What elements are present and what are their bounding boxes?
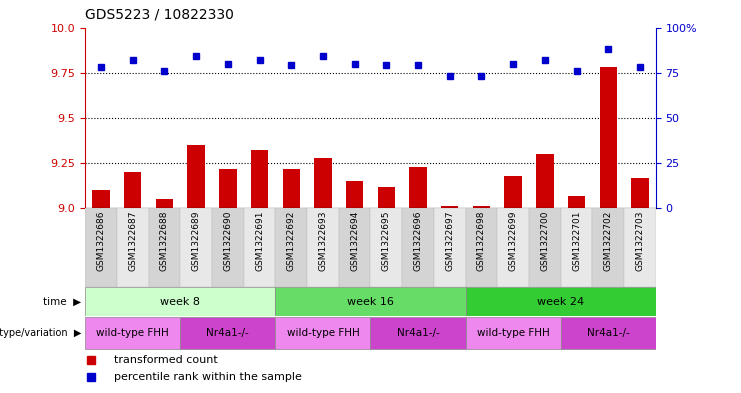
Text: GSM1322689: GSM1322689 bbox=[192, 211, 201, 271]
Bar bbox=[409, 167, 427, 208]
Text: wild-type FHH: wild-type FHH bbox=[96, 328, 169, 338]
Bar bbox=[592, 208, 624, 287]
Text: GSM1322697: GSM1322697 bbox=[445, 211, 454, 271]
Text: GSM1322692: GSM1322692 bbox=[287, 211, 296, 271]
Bar bbox=[505, 176, 522, 208]
Text: Nr4a1-/-: Nr4a1-/- bbox=[396, 328, 439, 338]
Bar bbox=[149, 208, 180, 287]
Bar bbox=[276, 208, 307, 287]
Bar bbox=[441, 206, 459, 208]
Bar bbox=[156, 199, 173, 208]
Text: genotype/variation  ▶: genotype/variation ▶ bbox=[0, 328, 82, 338]
Bar bbox=[599, 67, 617, 208]
Text: GSM1322693: GSM1322693 bbox=[319, 211, 328, 271]
Text: GSM1322696: GSM1322696 bbox=[413, 211, 422, 271]
Text: week 16: week 16 bbox=[347, 297, 394, 307]
Bar bbox=[187, 145, 205, 208]
Bar bbox=[276, 317, 370, 349]
Bar bbox=[529, 208, 561, 287]
Bar bbox=[561, 208, 592, 287]
Text: percentile rank within the sample: percentile rank within the sample bbox=[114, 372, 302, 382]
Bar bbox=[465, 287, 656, 316]
Text: GSM1322690: GSM1322690 bbox=[223, 211, 233, 271]
Bar bbox=[244, 208, 276, 287]
Bar bbox=[473, 206, 490, 208]
Text: GSM1322695: GSM1322695 bbox=[382, 211, 391, 271]
Text: GSM1322698: GSM1322698 bbox=[477, 211, 486, 271]
Bar bbox=[370, 208, 402, 287]
Bar bbox=[631, 178, 648, 208]
Bar bbox=[85, 208, 117, 287]
Bar bbox=[85, 287, 276, 316]
Text: GSM1322691: GSM1322691 bbox=[255, 211, 264, 271]
Text: GSM1322686: GSM1322686 bbox=[96, 211, 105, 271]
Text: GSM1322702: GSM1322702 bbox=[604, 211, 613, 271]
Text: GSM1322688: GSM1322688 bbox=[160, 211, 169, 271]
Bar bbox=[307, 208, 339, 287]
Bar bbox=[85, 317, 180, 349]
Bar bbox=[536, 154, 554, 208]
Text: GSM1322701: GSM1322701 bbox=[572, 211, 581, 271]
Text: transformed count: transformed count bbox=[114, 354, 218, 365]
Bar bbox=[465, 317, 561, 349]
Bar bbox=[497, 208, 529, 287]
Text: wild-type FHH: wild-type FHH bbox=[476, 328, 550, 338]
Bar bbox=[282, 169, 300, 208]
Text: GSM1322694: GSM1322694 bbox=[350, 211, 359, 271]
Bar bbox=[180, 208, 212, 287]
Bar bbox=[346, 181, 363, 208]
Text: GSM1322687: GSM1322687 bbox=[128, 211, 137, 271]
Text: Nr4a1-/-: Nr4a1-/- bbox=[207, 328, 249, 338]
Text: GSM1322699: GSM1322699 bbox=[508, 211, 518, 271]
Bar bbox=[276, 287, 465, 316]
Bar bbox=[93, 190, 110, 208]
Text: GSM1322700: GSM1322700 bbox=[540, 211, 549, 271]
Text: week 24: week 24 bbox=[537, 297, 584, 307]
Bar bbox=[180, 317, 276, 349]
Text: week 8: week 8 bbox=[160, 297, 200, 307]
Bar bbox=[370, 317, 465, 349]
Bar bbox=[314, 158, 332, 208]
Text: Nr4a1-/-: Nr4a1-/- bbox=[587, 328, 630, 338]
Text: GDS5223 / 10822330: GDS5223 / 10822330 bbox=[85, 7, 234, 21]
Bar bbox=[465, 208, 497, 287]
Text: time  ▶: time ▶ bbox=[44, 297, 82, 307]
Bar bbox=[124, 172, 142, 208]
Bar bbox=[251, 151, 268, 208]
Bar bbox=[561, 317, 656, 349]
Bar bbox=[402, 208, 434, 287]
Bar bbox=[624, 208, 656, 287]
Bar bbox=[212, 208, 244, 287]
Bar bbox=[219, 169, 236, 208]
Bar bbox=[339, 208, 370, 287]
Bar bbox=[434, 208, 465, 287]
Text: GSM1322703: GSM1322703 bbox=[636, 211, 645, 271]
Bar bbox=[568, 196, 585, 208]
Bar bbox=[117, 208, 149, 287]
Bar bbox=[378, 187, 395, 208]
Text: wild-type FHH: wild-type FHH bbox=[287, 328, 359, 338]
